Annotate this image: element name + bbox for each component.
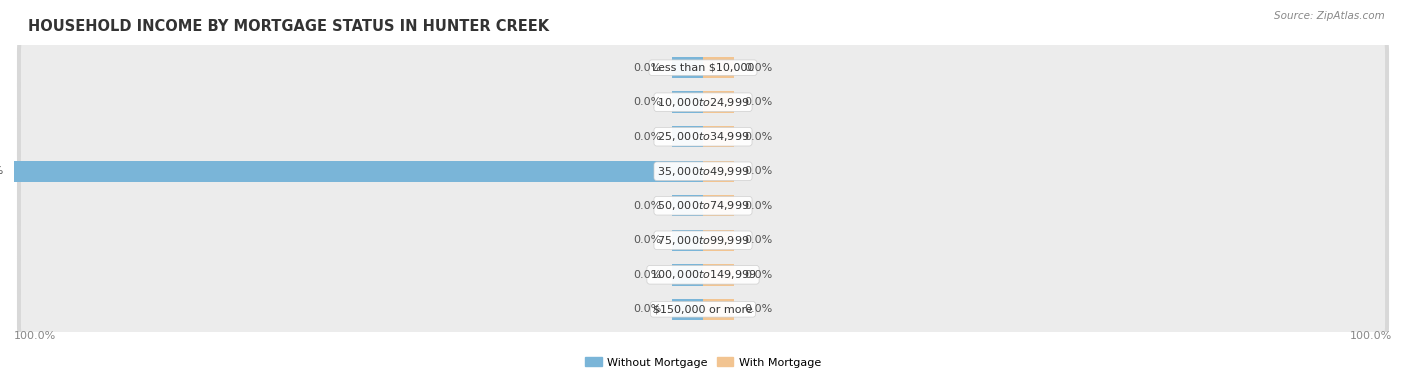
Bar (703, 57, 734, 78)
FancyBboxPatch shape (17, 139, 1389, 203)
Bar (703, 126, 734, 147)
Bar (672, 126, 703, 147)
Bar (672, 264, 703, 285)
Bar (672, 57, 703, 78)
FancyBboxPatch shape (21, 105, 1385, 169)
Text: $35,000 to $49,999: $35,000 to $49,999 (657, 165, 749, 178)
Text: $75,000 to $99,999: $75,000 to $99,999 (657, 234, 749, 247)
Text: 0.0%: 0.0% (634, 270, 662, 280)
Bar (14, 161, 703, 182)
Text: $25,000 to $34,999: $25,000 to $34,999 (657, 130, 749, 143)
FancyBboxPatch shape (17, 277, 1389, 342)
FancyBboxPatch shape (21, 174, 1385, 238)
Text: $50,000 to $74,999: $50,000 to $74,999 (657, 199, 749, 212)
Text: 0.0%: 0.0% (744, 132, 772, 142)
Text: HOUSEHOLD INCOME BY MORTGAGE STATUS IN HUNTER CREEK: HOUSEHOLD INCOME BY MORTGAGE STATUS IN H… (28, 19, 548, 34)
FancyBboxPatch shape (21, 243, 1385, 307)
Text: 0.0%: 0.0% (634, 97, 662, 107)
Bar (703, 299, 734, 320)
FancyBboxPatch shape (17, 174, 1389, 238)
Text: 100.0%: 100.0% (1350, 331, 1392, 341)
Text: 0.0%: 0.0% (744, 201, 772, 211)
Text: 0.0%: 0.0% (744, 270, 772, 280)
FancyBboxPatch shape (21, 139, 1385, 203)
Bar (672, 92, 703, 113)
Text: 0.0%: 0.0% (744, 166, 772, 176)
Text: Source: ZipAtlas.com: Source: ZipAtlas.com (1274, 11, 1385, 21)
Text: 0.0%: 0.0% (744, 63, 772, 73)
FancyBboxPatch shape (21, 277, 1385, 341)
Text: 0.0%: 0.0% (744, 235, 772, 245)
Bar (703, 195, 734, 216)
Text: 0.0%: 0.0% (634, 304, 662, 314)
Bar (672, 230, 703, 251)
Text: 0.0%: 0.0% (744, 304, 772, 314)
Bar (703, 230, 734, 251)
Text: 0.0%: 0.0% (634, 132, 662, 142)
Text: $10,000 to $24,999: $10,000 to $24,999 (657, 96, 749, 109)
Text: 100.0%: 100.0% (14, 331, 56, 341)
Bar (703, 264, 734, 285)
Text: 0.0%: 0.0% (634, 235, 662, 245)
Bar (672, 195, 703, 216)
Text: 0.0%: 0.0% (634, 63, 662, 73)
FancyBboxPatch shape (17, 70, 1389, 134)
Legend: Without Mortgage, With Mortgage: Without Mortgage, With Mortgage (581, 353, 825, 372)
Text: Less than $10,000: Less than $10,000 (652, 63, 754, 73)
Text: 100.0%: 100.0% (0, 166, 4, 176)
Text: $150,000 or more: $150,000 or more (654, 304, 752, 314)
Text: 0.0%: 0.0% (744, 97, 772, 107)
FancyBboxPatch shape (21, 208, 1385, 272)
FancyBboxPatch shape (17, 208, 1389, 273)
Text: $100,000 to $149,999: $100,000 to $149,999 (650, 268, 756, 281)
FancyBboxPatch shape (17, 35, 1389, 100)
FancyBboxPatch shape (21, 36, 1385, 100)
Text: 0.0%: 0.0% (634, 201, 662, 211)
Bar (703, 161, 734, 182)
FancyBboxPatch shape (17, 243, 1389, 307)
FancyBboxPatch shape (17, 104, 1389, 169)
FancyBboxPatch shape (21, 70, 1385, 134)
Bar (703, 92, 734, 113)
Bar (672, 299, 703, 320)
